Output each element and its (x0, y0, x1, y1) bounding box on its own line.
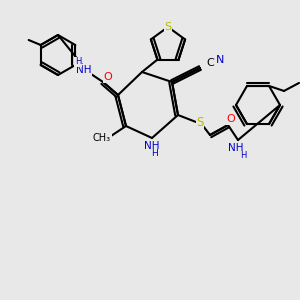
Text: H: H (75, 58, 81, 67)
Text: O: O (226, 114, 236, 124)
Text: O: O (103, 72, 112, 82)
Text: C: C (206, 58, 214, 68)
Text: N: N (216, 55, 224, 65)
Text: NH: NH (228, 143, 244, 153)
Text: S: S (164, 22, 172, 32)
Text: NH: NH (144, 141, 160, 151)
Text: S: S (196, 116, 204, 128)
Text: H: H (240, 152, 246, 160)
Text: NH: NH (76, 65, 92, 75)
Text: CH₃: CH₃ (93, 133, 111, 143)
Text: H: H (152, 149, 158, 158)
